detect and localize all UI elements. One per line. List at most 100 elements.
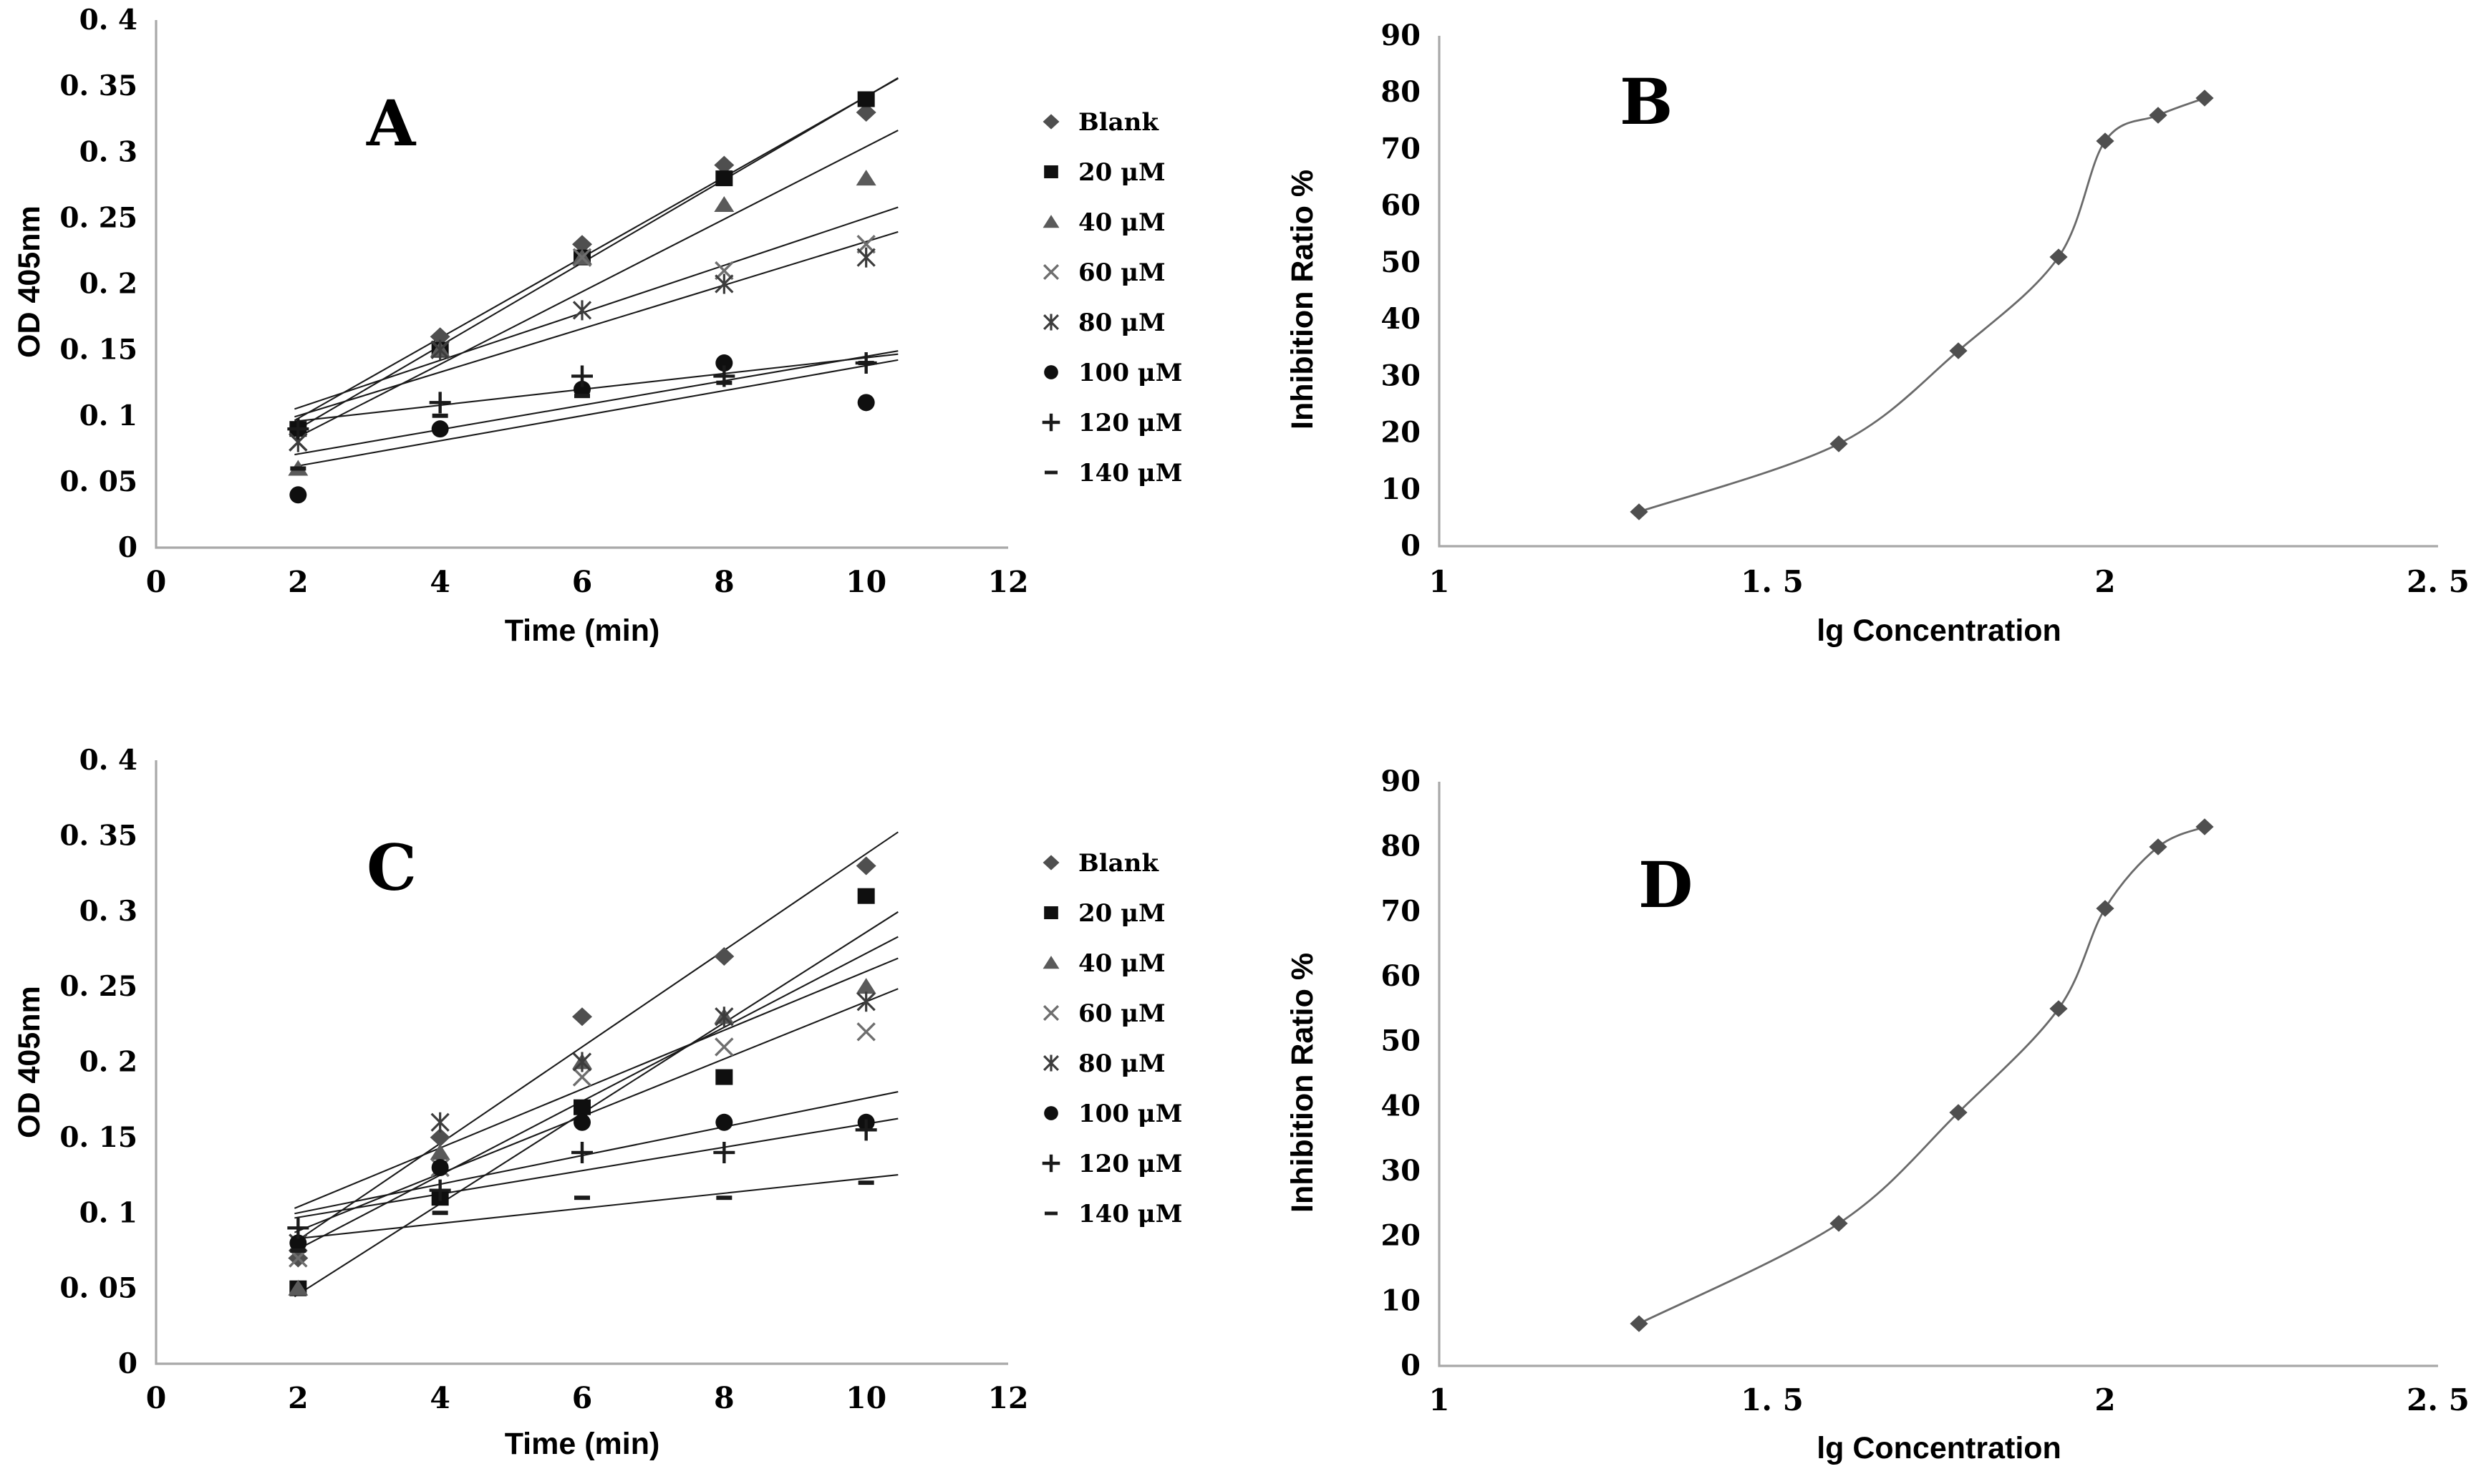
x-marker [572,1067,592,1087]
star-marker [856,247,876,268]
diamond-marker [714,155,735,175]
y-axis-title-b: Inhibition Ratio % [1285,169,1320,430]
panel-d-chart: 0 10 20 30 40 50 60 70 80 90 1 1. 5 2 2. 5 [1380,765,2470,1417]
trend-line [294,206,899,410]
y-tick-label: 20 [1380,1219,1421,1253]
star-marker [430,1112,450,1133]
diamond-marker [2096,132,2114,150]
x-tick-label: 2 [2094,1382,2115,1417]
triangle-marker [1043,956,1060,969]
y-tick-label: 0. 4 [79,4,137,37]
dash-marker [858,361,874,366]
x-tick-label: 0 [146,1381,167,1415]
triangle-marker [1043,215,1060,228]
y-tick-label: 40 [1380,302,1421,336]
trend-line [294,359,899,467]
dash-marker [716,380,732,385]
x-tick-label: 12 [987,565,1028,599]
y-tick-label: 60 [1380,189,1421,223]
x-tick-label: 1 [1428,1382,1449,1417]
y-tick-label: 70 [1380,132,1421,165]
plus-marker [855,1119,877,1141]
trend-line [294,911,899,1298]
square-marker [1044,165,1058,179]
legend-label: 80 μM [1078,1049,1166,1078]
diamond-marker [856,856,876,876]
y-tick-label: 40 [1380,1089,1421,1122]
legend-label: 60 μM [1078,258,1166,287]
star-marker [715,273,734,294]
trend-line [294,957,899,1209]
circle-marker [431,420,449,438]
y-tick-label: 0. 2 [79,1046,137,1079]
star-marker [856,991,876,1012]
y-tick-label: 0 [1401,529,1421,563]
circle-marker [574,380,591,398]
x-marker [715,1037,734,1057]
legend-label: 40 μM [1078,949,1166,978]
diamond-marker [1630,1315,1648,1332]
trend-line [294,353,899,422]
diamond-marker [1949,1104,1968,1121]
trend-line [294,988,899,1233]
y-tick-label: 80 [1380,830,1421,863]
y-tick-label: 0. 05 [59,1272,137,1305]
x-tick-label: 10 [846,565,886,599]
x-axis-title-d: lg Concentration [1817,1431,2061,1465]
x-marker [856,235,876,254]
legend-label: 120 μM [1078,1150,1182,1178]
x-tick-label: 0 [146,565,167,599]
plus-marker [571,1141,593,1163]
square-marker [715,170,733,187]
dash-marker [574,394,590,399]
x-tick-label: 2. 5 [2407,1382,2470,1417]
x-tick-label: 1. 5 [1741,1382,1804,1417]
y-tick-label: 0. 3 [79,135,137,168]
trend-line [294,831,899,1243]
x-marker [715,261,734,281]
dash-marker [1044,470,1058,475]
dash-marker [574,1196,590,1201]
y-tick-label: 10 [1380,472,1421,506]
triangle-marker [856,978,876,994]
square-marker [715,1069,733,1085]
plus-marker [429,392,451,414]
dash-marker [858,1180,874,1185]
x-tick-label: 4 [430,565,450,599]
x-axis-title-c: Time (min) [504,1427,660,1461]
diamond-marker [2149,107,2167,124]
legend-label: 60 μM [1078,999,1166,1028]
dash-marker [1044,1211,1058,1216]
square-marker [574,1099,591,1115]
y-tick-label: 60 [1380,959,1421,993]
legend-label: 80 μM [1078,309,1166,337]
dose-response-curve [1638,97,2205,513]
diamond-marker [2096,900,2114,917]
y-tick-label: 0. 15 [59,334,137,367]
plus-marker [571,365,593,387]
x-tick-label: 2. 5 [2407,564,2470,599]
diamond-marker [1829,1215,1848,1232]
axis-lines [155,760,1008,1365]
y-tick-label: 0. 4 [79,744,137,777]
x-tick-label: 4 [430,1381,450,1415]
diamond-marker [856,102,876,122]
y-tick-label: 30 [1380,359,1421,392]
y-axis-title-c: OD 405nm [12,986,47,1138]
x-tick-label: 1. 5 [1741,564,1804,599]
panel-label-a: A [367,86,416,160]
dose-response-curve [1638,825,2205,1325]
legend-label: 20 μM [1078,899,1166,928]
diamond-marker [572,1007,592,1027]
diamond-marker [2049,1000,2068,1017]
legend-label: 100 μM [1078,359,1182,387]
star-marker [1043,314,1059,331]
triangle-marker [430,1143,450,1160]
x-tick-label: 6 [572,1381,593,1415]
y-tick-label: 50 [1380,1024,1421,1058]
x-axis-title-b: lg Concentration [1817,614,2061,648]
dash-marker [290,1248,306,1253]
dash-marker [290,466,306,471]
legend-label: 140 μM [1078,459,1182,488]
y-axis-title-d: Inhibition Ratio % [1285,952,1320,1213]
